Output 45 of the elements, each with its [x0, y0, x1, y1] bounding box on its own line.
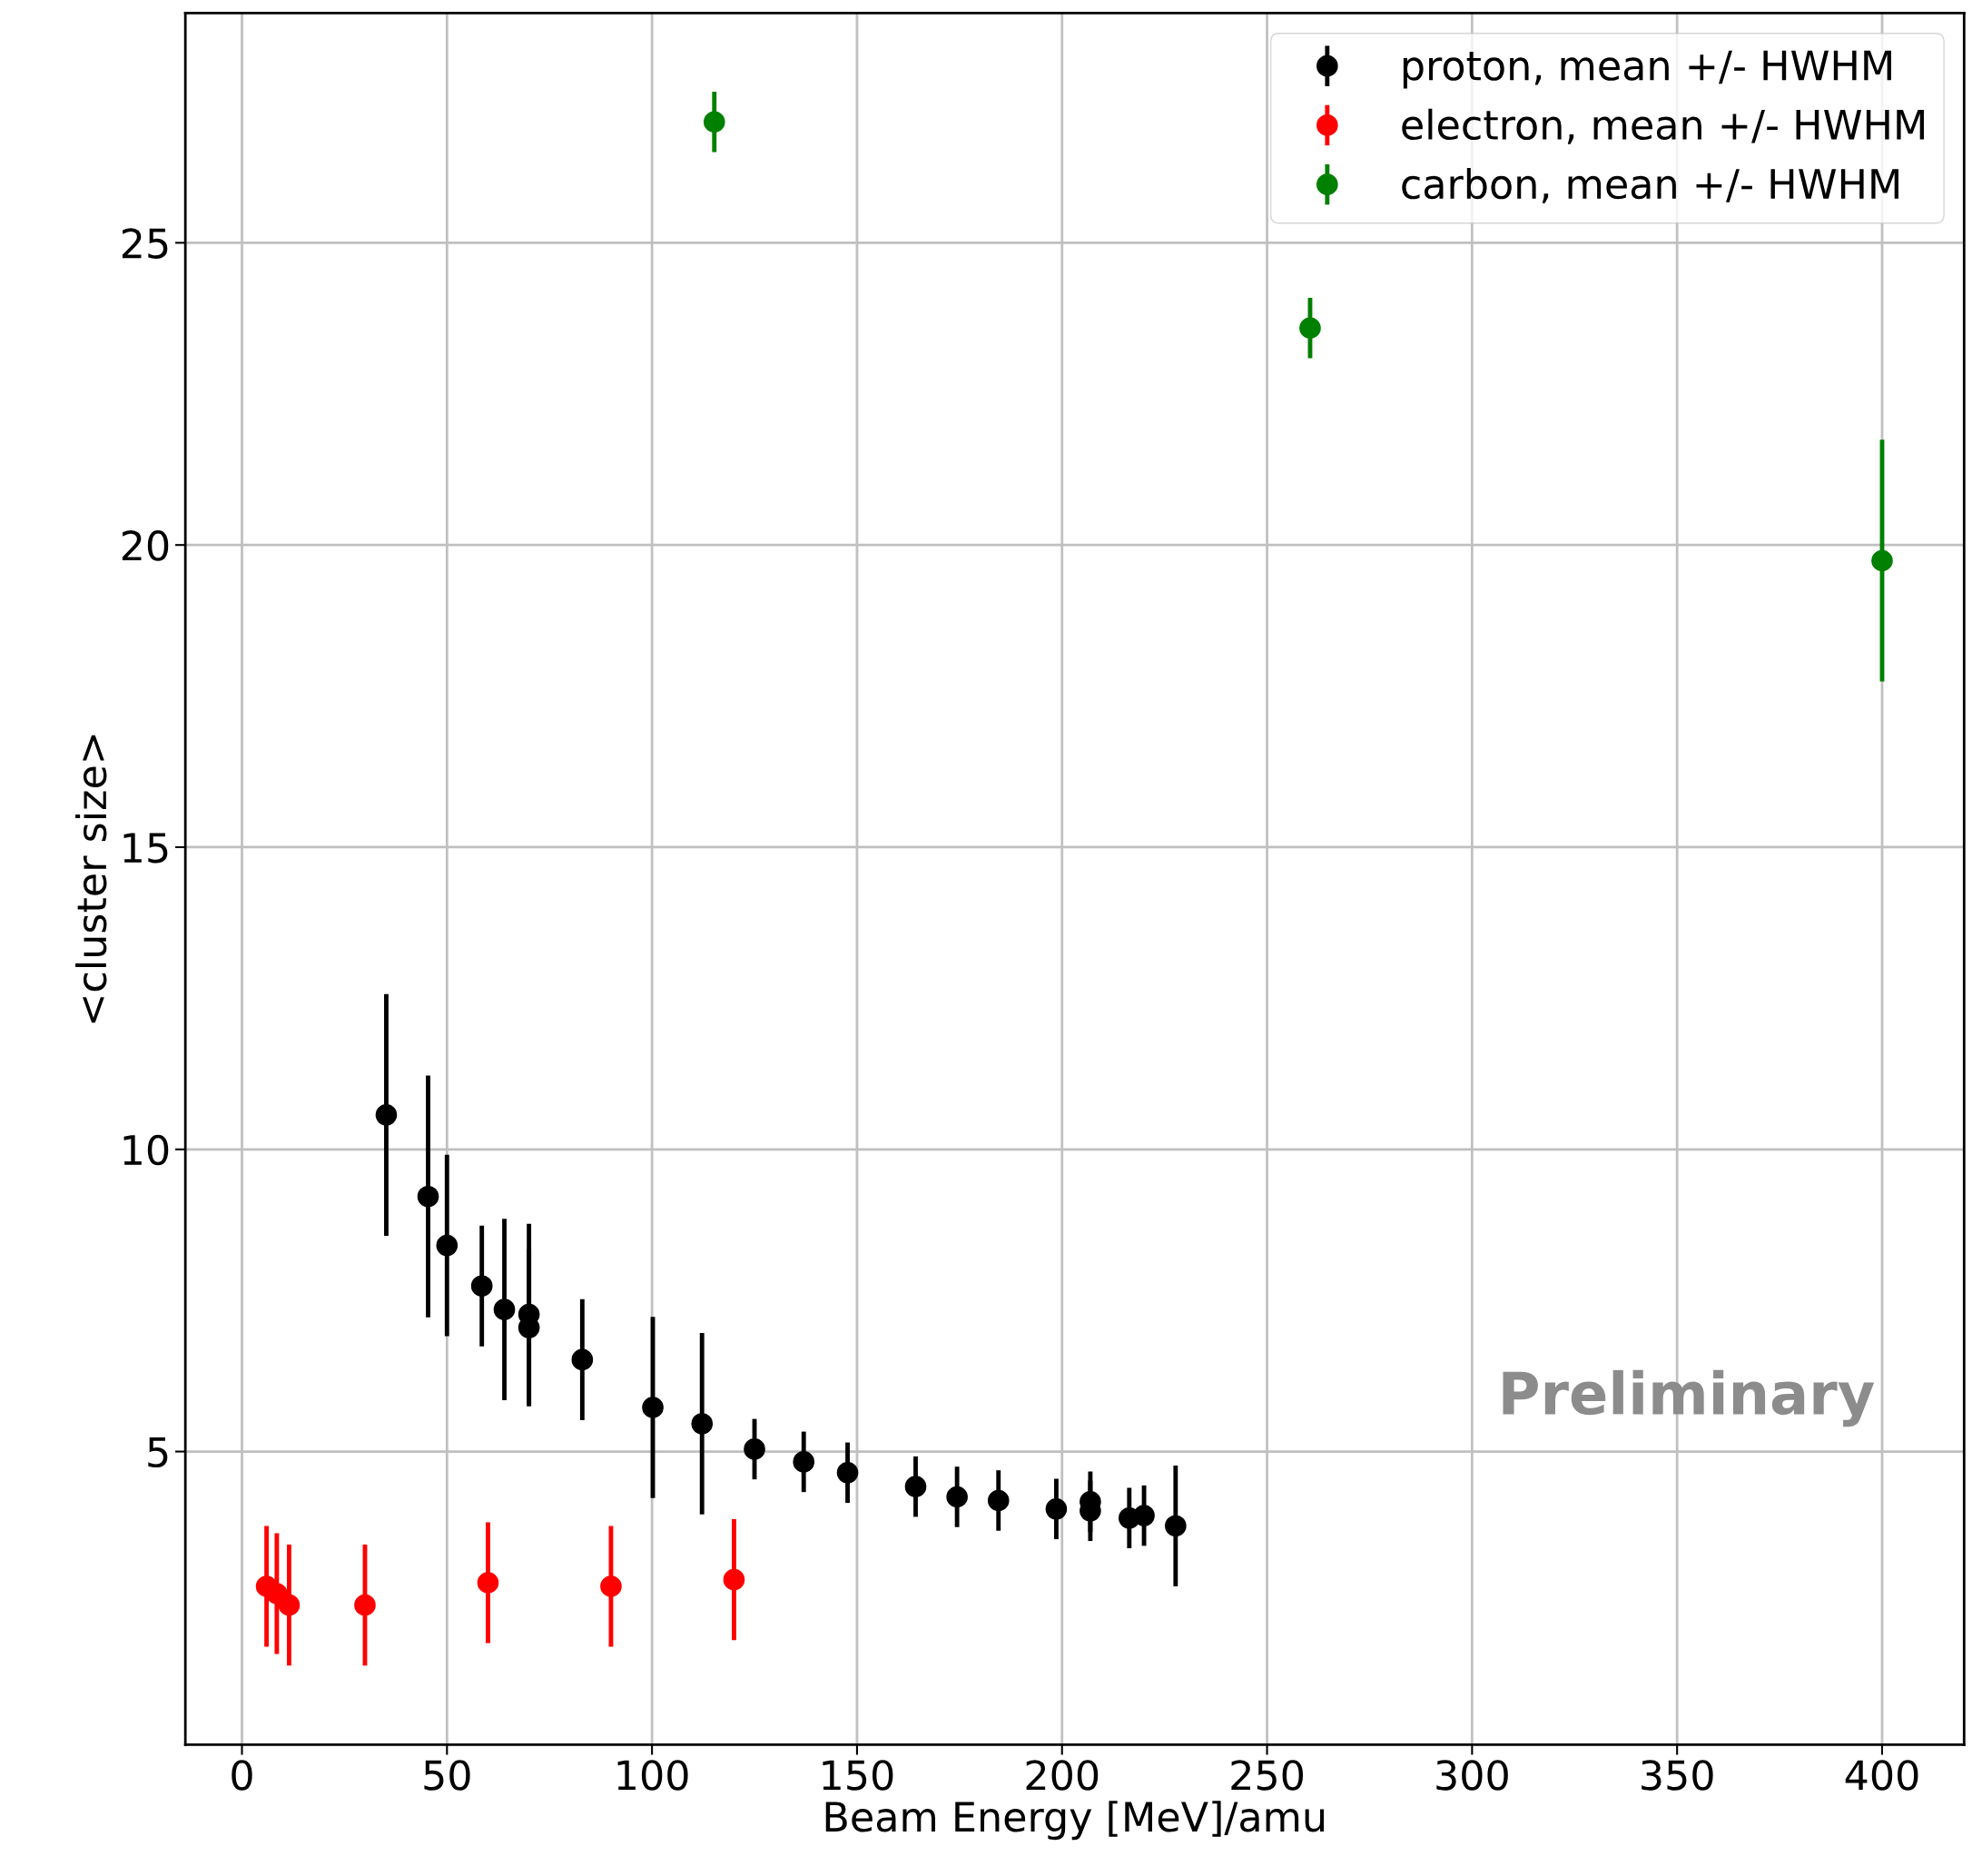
- point: [477, 1572, 499, 1594]
- point: [1299, 317, 1321, 340]
- point: [642, 1397, 664, 1418]
- point: [723, 1568, 745, 1591]
- point: [836, 1462, 859, 1484]
- x-axis-title: Beam Energy [MeV]/amu: [825, 1801, 1325, 1841]
- point: [354, 1594, 376, 1616]
- x-tick-label: 200: [1026, 1760, 1099, 1791]
- x-tick-label: 400: [1845, 1760, 1918, 1791]
- point: [744, 1438, 765, 1460]
- y-tick-label: 5: [148, 1437, 168, 1468]
- x-tick-label: 100: [617, 1760, 688, 1791]
- point: [375, 1104, 398, 1126]
- point: [1045, 1497, 1068, 1520]
- point: [600, 1575, 622, 1597]
- point: [691, 1413, 714, 1435]
- point: [470, 1275, 493, 1298]
- point: [987, 1489, 1010, 1512]
- y-tick-label: 20: [122, 530, 169, 561]
- y-tick-label: 25: [122, 228, 168, 259]
- point: [1133, 1505, 1155, 1526]
- point: [904, 1476, 927, 1497]
- legend-label: electron, mean +/- HWHM: [1402, 108, 1924, 144]
- point: [571, 1348, 594, 1371]
- x-tick-label: 50: [424, 1760, 470, 1791]
- legend-label: carbon, mean +/- HWHM: [1402, 167, 1898, 203]
- x-tick-label: 300: [1436, 1760, 1508, 1791]
- point: [278, 1594, 301, 1616]
- point: [1165, 1515, 1187, 1537]
- annotation: Preliminary: [1503, 1369, 1875, 1427]
- x-tick-label: 150: [823, 1760, 893, 1791]
- x-tick-label: 0: [232, 1760, 252, 1791]
- point: [436, 1234, 458, 1257]
- legend-label: proton, mean +/- HWHM: [1403, 50, 1891, 89]
- x-tick-label: 350: [1642, 1760, 1713, 1791]
- point: [793, 1451, 815, 1473]
- point: [703, 111, 725, 133]
- y-tick-label: 15: [123, 833, 168, 864]
- x-tick-label: 250: [1231, 1760, 1304, 1791]
- point: [946, 1486, 968, 1508]
- point: [493, 1298, 516, 1320]
- point: [1871, 549, 1893, 572]
- y-tick-label: 10: [123, 1134, 169, 1166]
- point: [417, 1185, 439, 1208]
- y-axis-title: <cluster size>: [75, 735, 107, 1023]
